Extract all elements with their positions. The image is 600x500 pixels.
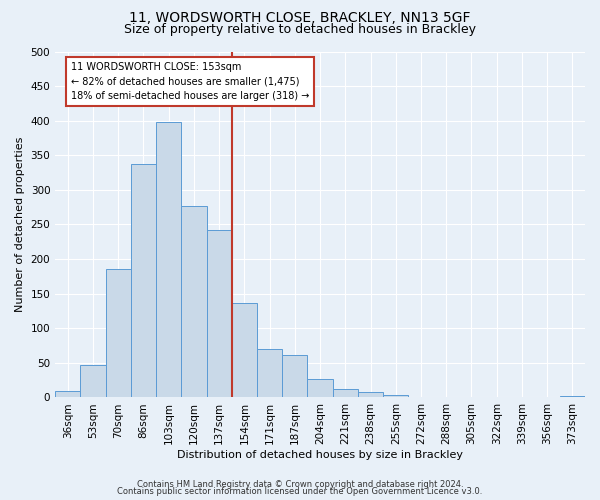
Bar bbox=[80, 365, 106, 398]
Bar bbox=[131, 164, 156, 398]
Bar bbox=[434, 397, 459, 398]
Text: 11, WORDSWORTH CLOSE, BRACKLEY, NN13 5GF: 11, WORDSWORTH CLOSE, BRACKLEY, NN13 5GF bbox=[129, 11, 471, 25]
Y-axis label: Number of detached properties: Number of detached properties bbox=[15, 137, 25, 312]
Bar bbox=[409, 397, 434, 398]
Bar bbox=[307, 380, 332, 398]
Bar bbox=[560, 396, 585, 398]
Bar bbox=[181, 206, 206, 398]
Bar bbox=[156, 122, 181, 398]
Bar bbox=[358, 392, 383, 398]
Text: Contains HM Land Registry data © Crown copyright and database right 2024.: Contains HM Land Registry data © Crown c… bbox=[137, 480, 463, 489]
Bar bbox=[332, 389, 358, 398]
Text: Contains public sector information licensed under the Open Government Licence v3: Contains public sector information licen… bbox=[118, 487, 482, 496]
X-axis label: Distribution of detached houses by size in Brackley: Distribution of detached houses by size … bbox=[177, 450, 463, 460]
Bar bbox=[232, 302, 257, 398]
Text: Size of property relative to detached houses in Brackley: Size of property relative to detached ho… bbox=[124, 22, 476, 36]
Bar bbox=[206, 230, 232, 398]
Bar bbox=[106, 270, 131, 398]
Bar bbox=[282, 354, 307, 398]
Bar bbox=[383, 394, 409, 398]
Bar bbox=[257, 349, 282, 398]
Text: 11 WORDSWORTH CLOSE: 153sqm
← 82% of detached houses are smaller (1,475)
18% of : 11 WORDSWORTH CLOSE: 153sqm ← 82% of det… bbox=[71, 62, 310, 102]
Bar bbox=[55, 390, 80, 398]
